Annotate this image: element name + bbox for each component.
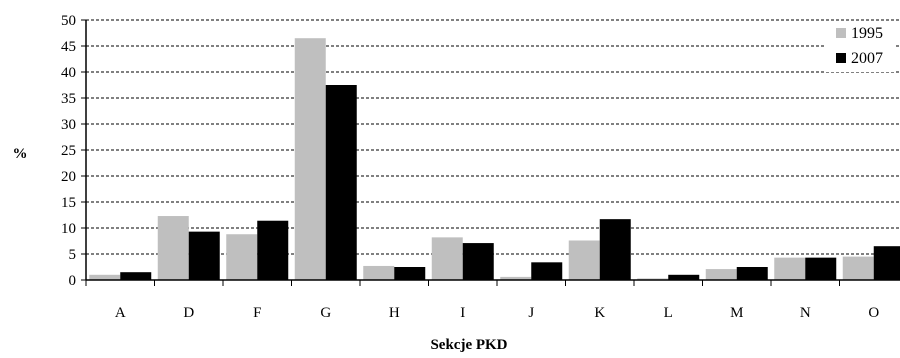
bar-1995-D	[157, 216, 189, 280]
x-tick-label-L: L	[664, 305, 673, 321]
bar-1995-I	[431, 237, 463, 280]
legend-label-2007: 2007	[851, 50, 883, 67]
y-tick-label: 10	[61, 221, 76, 237]
bar-1995-O	[842, 256, 874, 280]
bar-1995-F	[226, 234, 258, 280]
y-tick-label: 15	[61, 195, 76, 211]
bar-1995-N	[774, 257, 806, 280]
bar-1995-J	[500, 276, 532, 280]
bars	[89, 38, 900, 281]
bar-1995-G	[294, 38, 326, 281]
y-tick-label: 30	[61, 117, 76, 133]
x-axis-label: Sekcje PKD	[430, 337, 507, 353]
bar-2007-L	[668, 274, 700, 280]
legend-background	[824, 22, 894, 72]
legend: 1995 2007	[824, 22, 894, 72]
y-tick-label: 20	[61, 169, 76, 185]
bar-2007-M	[736, 267, 768, 280]
y-tick-label: 0	[69, 273, 77, 289]
bar-1995-M	[705, 269, 737, 280]
x-tick-label-G: G	[320, 305, 331, 321]
legend-swatch-2007	[836, 53, 846, 63]
bar-1995-A	[89, 274, 121, 280]
y-tick-label: 45	[61, 39, 76, 55]
bar-1995-K	[568, 240, 600, 280]
x-tick-label-J: J	[528, 305, 534, 321]
legend-swatch-1995	[836, 28, 846, 38]
bar-2007-K	[599, 219, 631, 280]
x-tick-label-K: K	[594, 305, 605, 321]
bar-2007-O	[873, 246, 900, 280]
y-tick-label: 35	[61, 91, 76, 107]
bar-2007-G	[325, 85, 357, 280]
x-tick-label-I: I	[460, 305, 465, 321]
bar-1995-H	[363, 265, 395, 280]
x-tick-label-O: O	[868, 305, 879, 321]
y-axis-label: %	[13, 146, 28, 162]
x-tick-label-F: F	[253, 305, 261, 321]
bar-1995-L	[637, 278, 669, 280]
x-tick-label-A: A	[115, 305, 126, 321]
bar-2007-I	[462, 243, 494, 280]
bar-2007-N	[805, 257, 837, 280]
y-tick-label: 5	[69, 247, 77, 263]
bar-2007-D	[188, 231, 220, 280]
x-tick-label-D: D	[183, 305, 194, 321]
y-axis-ticks: 0 5 10 15 20 25 30 35 40 45 50	[61, 13, 86, 289]
bar-2007-J	[531, 262, 563, 280]
x-tick-label-H: H	[389, 305, 400, 321]
bar-2007-H	[394, 267, 426, 280]
y-tick-label: 25	[61, 143, 76, 159]
x-tick-label-M: M	[730, 305, 743, 321]
gridlines	[86, 19, 900, 255]
bar-2007-F	[257, 220, 289, 280]
bar-2007-A	[120, 272, 152, 280]
x-tick-label-N: N	[800, 305, 811, 321]
y-tick-label: 50	[61, 13, 76, 29]
y-tick-label: 40	[61, 65, 76, 81]
legend-label-1995: 1995	[851, 25, 883, 42]
